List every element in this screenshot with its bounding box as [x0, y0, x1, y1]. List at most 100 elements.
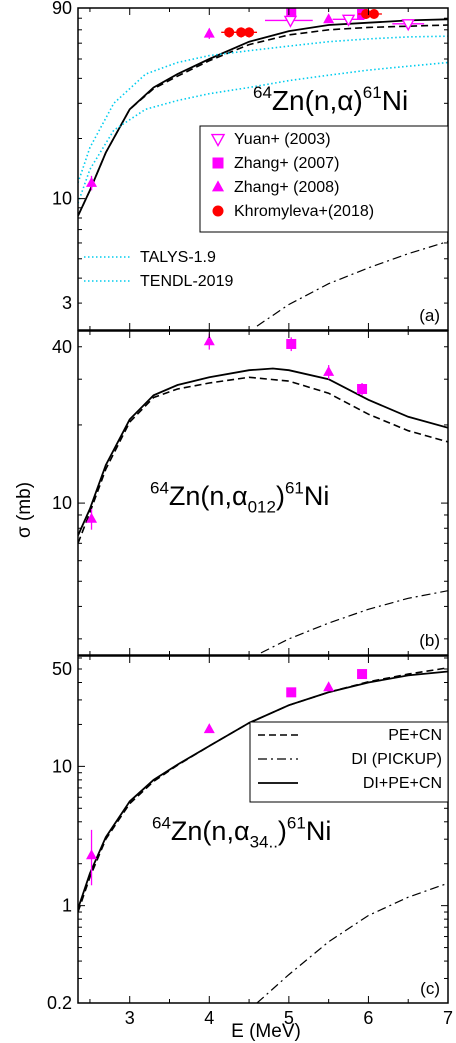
curve-talys: [78, 61, 448, 204]
panel-label: (a): [419, 306, 440, 325]
data-point: [86, 175, 98, 191]
legend-label: Zhang+ (2008): [234, 179, 339, 196]
y-tick-label: 10: [52, 493, 72, 513]
legend-label: TALYS-1.9: [140, 249, 216, 266]
point-marker: [286, 8, 297, 16]
legend-entry: DI (PICKUP): [258, 751, 442, 768]
legend-label: DI+PE+CN: [363, 775, 442, 792]
reaction-subscript: 34..: [250, 833, 278, 852]
y-tick-label: 0.2: [47, 993, 72, 1013]
point-marker: [86, 512, 98, 523]
y-tick-label: 40: [52, 337, 72, 357]
legend-marker: [212, 157, 224, 169]
point-marker: [244, 27, 255, 38]
point-marker: [203, 27, 215, 38]
panel-0-points: [86, 8, 425, 191]
data-point: [86, 508, 98, 530]
y-tick-label: 3: [62, 293, 72, 313]
x-tick-label: 5: [284, 1008, 294, 1028]
x-tick-label: 7: [443, 1008, 453, 1028]
y-tick-label: 1: [62, 896, 72, 916]
legend-marker: [212, 205, 224, 217]
legend-label: Zhang+ (2007): [234, 155, 339, 172]
legend-entry: Yuan+ (2003): [210, 131, 331, 148]
panel-2-curves: [78, 667, 448, 1003]
reaction-product: Ni: [306, 816, 332, 846]
curve-di_pickup: [260, 590, 448, 654]
data-point: [286, 687, 297, 698]
x-axis-title: E (MeV): [231, 1021, 301, 1042]
legend-entry: Zhang+ (2008): [211, 179, 339, 196]
legend-entry: Khromyleva+(2018): [212, 203, 374, 220]
curve-di_pickup: [256, 882, 448, 1003]
reaction-mass-product: 61: [287, 814, 306, 833]
reaction-mass-product: 61: [285, 479, 304, 498]
reaction-mass-target: 64: [253, 83, 272, 102]
point-marker: [203, 723, 215, 734]
legend-entry: TALYS-1.9: [84, 249, 216, 266]
legend-box: [199, 125, 449, 233]
point-marker: [357, 384, 368, 395]
point-marker: [369, 8, 379, 19]
data-point: [86, 829, 98, 886]
reaction-main: Zn(n,α: [169, 481, 248, 511]
curve-di_pickup: [256, 240, 448, 327]
reaction-product: Ni: [304, 481, 330, 511]
curve-pe_cn: [78, 376, 448, 544]
data-point: [203, 27, 215, 39]
panel-2-points: [86, 669, 368, 886]
reaction-label-1: 64Zn(n,α012)61Ni: [150, 479, 329, 517]
data-point: [241, 27, 258, 38]
data-point: [264, 15, 313, 28]
data-point: [323, 13, 335, 24]
data-point: [323, 681, 335, 692]
legend-entry: Zhang+ (2007): [212, 155, 339, 172]
y-tick-label: 10: [52, 189, 72, 209]
x-tick-label: 3: [125, 1008, 135, 1028]
reaction-subscript: 012: [248, 498, 276, 517]
legend-marker: [210, 133, 226, 148]
legend-label: Khromyleva+(2018): [234, 203, 374, 220]
y-axis-title: σ (mb): [14, 482, 35, 538]
data-point: [203, 723, 215, 734]
curve-pe_cn: [78, 667, 448, 913]
point-marker: [323, 13, 335, 24]
data-point: [323, 365, 335, 380]
panel-label: (c): [420, 979, 440, 998]
point-marker: [203, 335, 215, 346]
reaction-mass-target: 64: [150, 479, 169, 498]
reaction-main: Zn(n,α: [171, 816, 250, 846]
data-point: [357, 669, 368, 680]
point-marker: [286, 687, 297, 698]
data-point: [392, 19, 425, 32]
data-point: [332, 14, 365, 27]
point-marker: [323, 681, 335, 692]
panel-frame-2: [77, 655, 449, 1004]
panel-0-curves: [78, 18, 448, 327]
legend-entry: PE+CN: [258, 727, 442, 744]
curve-di_pe_cn: [78, 367, 448, 536]
legend-label: TENDL-2019: [140, 273, 233, 290]
legend-entry: DI+PE+CN: [258, 775, 442, 792]
y-tick-label: 90: [52, 0, 72, 18]
point-marker: [341, 14, 356, 27]
panel-frame-1: [77, 330, 449, 656]
reaction-paren: ): [278, 816, 287, 846]
point-marker: [224, 27, 235, 38]
reaction-paren: ): [276, 481, 285, 511]
reaction-label-0: 64Zn(n,α)61Ni: [253, 83, 408, 116]
reaction-label-2: 64Zn(n,α34..)61Ni: [152, 814, 331, 852]
x-tick-label: 6: [363, 1008, 373, 1028]
panel-label: (b): [419, 631, 440, 650]
legend-layer: Yuan+ (2003) Zhang+ (2007) Zhang+ (2008) Kh…: [84, 125, 449, 803]
curves-layer: [78, 18, 448, 1003]
point-marker: [86, 849, 98, 860]
data-point: [357, 383, 368, 396]
legend-marker: [211, 180, 225, 192]
y-tick-label: 10: [52, 756, 72, 776]
text-layer: 31090(a)64Zn(n,α)61Ni1040(b)64Zn(n,α012)…: [14, 0, 453, 1042]
point-marker: [357, 669, 368, 680]
reaction-product: Ni: [382, 85, 408, 116]
legend-label: DI (PICKUP): [351, 751, 442, 768]
